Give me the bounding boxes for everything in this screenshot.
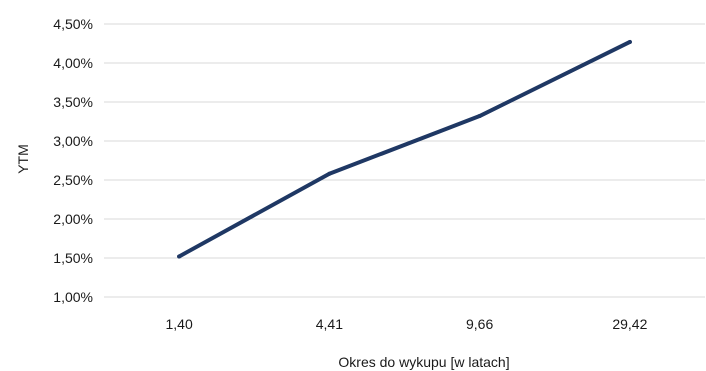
y-tick-label: 1,50% <box>53 250 93 266</box>
y-tick-label: 4,00% <box>53 55 93 71</box>
data-point <box>327 171 332 176</box>
gridlines <box>104 23 705 298</box>
x-tick-label: 29,42 <box>612 316 647 332</box>
y-axis-title: YTM <box>15 144 31 174</box>
x-tick-label: 1,40 <box>166 316 193 332</box>
x-axis-title: Okres do wykupu [w latach] <box>338 354 509 370</box>
data-point <box>477 114 482 119</box>
x-tick-label: 4,41 <box>316 316 343 332</box>
y-tick-label: 4,50% <box>53 16 93 32</box>
x-tick-label: 9,66 <box>466 316 493 332</box>
y-tick-label: 3,50% <box>53 94 93 110</box>
series-line <box>177 39 632 259</box>
data-point <box>177 254 182 259</box>
series-group <box>177 39 632 259</box>
y-tick-label: 2,50% <box>53 172 93 188</box>
y-tick-label: 2,00% <box>53 211 93 227</box>
y-tick-label: 3,00% <box>53 133 93 149</box>
y-axis-tick-labels: 1,00% 1,50% 2,00% 2,50% 3,00% 3,50% 4,00% 4,50% <box>53 16 93 305</box>
data-point <box>627 39 632 44</box>
y-tick-label: 1,00% <box>53 289 93 305</box>
x-axis-tick-labels: 1,40 4,41 9,66 29,42 <box>166 316 648 332</box>
